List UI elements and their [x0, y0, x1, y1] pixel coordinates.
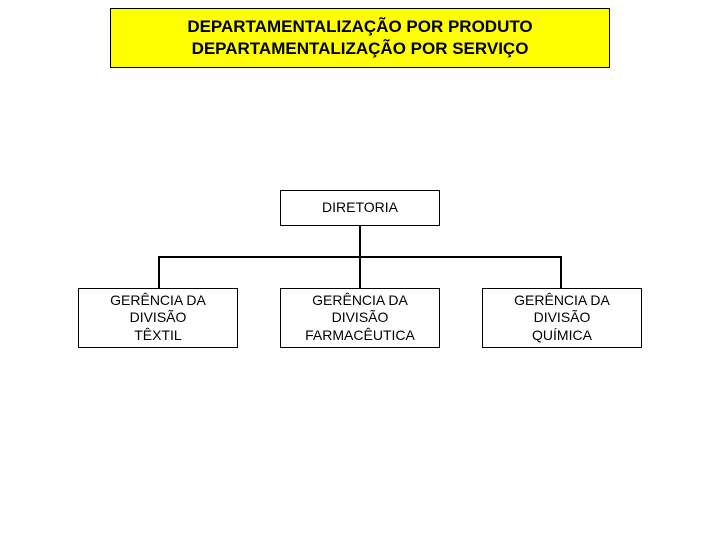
org-node-textil: GERÊNCIA DA DIVISÃO TÊXTIL: [78, 288, 238, 348]
org-node-quimica: GERÊNCIA DA DIVISÃO QUÍMICA: [482, 288, 642, 348]
org-node-farmaceutica: GERÊNCIA DA DIVISÃO FARMACÊUTICA: [280, 288, 440, 348]
connector-drop-mid: [359, 256, 361, 288]
org-node-root: DIRETORIA: [280, 190, 440, 226]
connector-root-stem: [359, 226, 361, 256]
title-line-1: DEPARTAMENTALIZAÇÃO POR PRODUTO: [187, 16, 532, 38]
connector-drop-right: [560, 256, 562, 288]
title-line-2: DEPARTAMENTALIZAÇÃO POR SERVIÇO: [192, 38, 529, 60]
title-banner: DEPARTAMENTALIZAÇÃO POR PRODUTO DEPARTAM…: [110, 8, 610, 68]
connector-drop-left: [158, 256, 160, 288]
